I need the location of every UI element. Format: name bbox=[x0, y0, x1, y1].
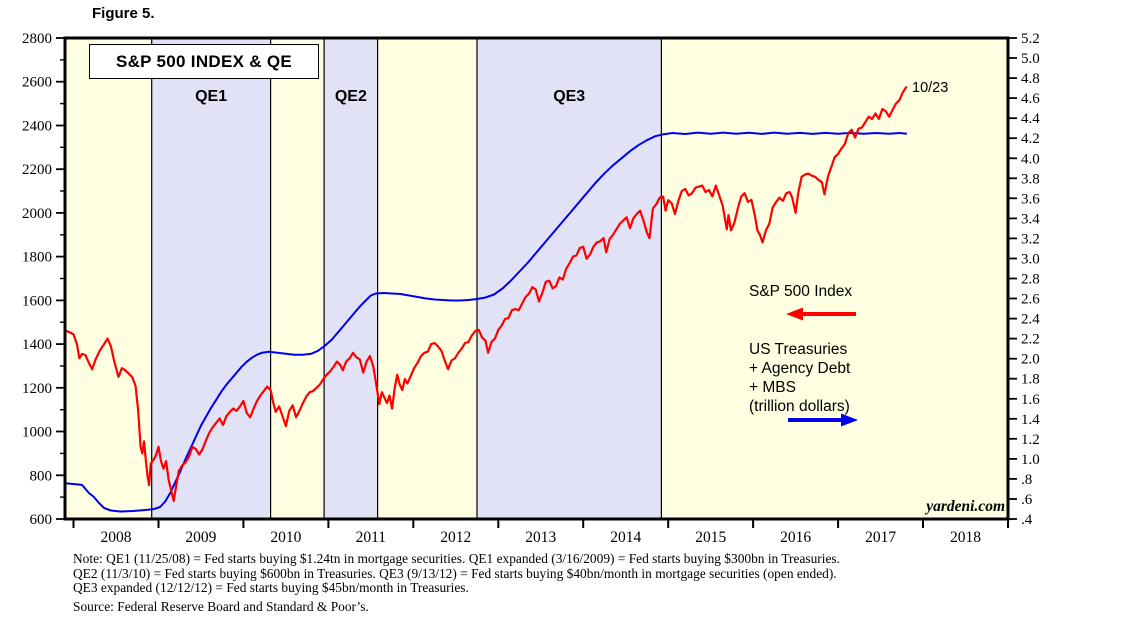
svg-text:1400: 1400 bbox=[22, 337, 52, 353]
svg-text:2400: 2400 bbox=[22, 118, 52, 134]
note-line-2: QE2 (11/3/10) = Fed starts buying $600bn… bbox=[73, 565, 837, 581]
legend-fed-line-4: (trillion dollars) bbox=[749, 398, 850, 415]
x-axis: 2008 2009 2010 2011 2012 2013 2014 2015 2016 2017… bbox=[72, 519, 1009, 546]
svg-text:3.0: 3.0 bbox=[1021, 251, 1040, 267]
svg-text:.6: .6 bbox=[1021, 492, 1033, 508]
svg-text:2200: 2200 bbox=[22, 162, 52, 178]
svg-text:4.6: 4.6 bbox=[1021, 91, 1040, 107]
qe-band-qe2 bbox=[323, 37, 379, 520]
svg-text:1.2: 1.2 bbox=[1021, 432, 1040, 448]
sp500-arrow-icon bbox=[786, 307, 856, 321]
svg-text:4.8: 4.8 bbox=[1021, 71, 1040, 87]
qe2-label: QE2 bbox=[334, 88, 367, 105]
svg-text:3.2: 3.2 bbox=[1021, 231, 1040, 247]
svg-text:2.2: 2.2 bbox=[1021, 332, 1040, 348]
svg-text:4.4: 4.4 bbox=[1021, 111, 1040, 127]
svg-text:2.0: 2.0 bbox=[1021, 352, 1040, 368]
svg-text:5.0: 5.0 bbox=[1021, 51, 1040, 67]
svg-text:2000: 2000 bbox=[22, 206, 52, 222]
svg-text:2018: 2018 bbox=[950, 529, 981, 546]
note-line-1: Note: QE1 (11/25/08) = Fed starts buying… bbox=[73, 551, 840, 566]
svg-text:2.8: 2.8 bbox=[1021, 272, 1040, 288]
series-sp500 bbox=[65, 86, 908, 502]
svg-text:5.2: 5.2 bbox=[1021, 31, 1040, 47]
legend-sp500-label: S&P 500 Index bbox=[749, 283, 853, 300]
svg-text:2017: 2017 bbox=[865, 529, 896, 546]
svg-text:2009: 2009 bbox=[185, 529, 216, 546]
svg-text:2008: 2008 bbox=[101, 529, 132, 546]
legend-fed-line-1: US Treasuries bbox=[749, 341, 848, 358]
svg-text:1.0: 1.0 bbox=[1021, 452, 1040, 468]
svg-text:800: 800 bbox=[30, 468, 53, 484]
svg-text:2.6: 2.6 bbox=[1021, 292, 1040, 308]
series-end-date-label: 10/23 bbox=[912, 80, 949, 96]
series-fed-holdings bbox=[65, 131, 908, 513]
figure-label: Figure 5. bbox=[92, 5, 155, 22]
svg-text:4.2: 4.2 bbox=[1021, 131, 1040, 147]
y-axis-right: .4 .6 .8 1.0 1.2 1.4 1.6 1.8 2.0 2.2 2.4 2.6 2.8 3.0 3… bbox=[1008, 31, 1040, 528]
note-source: Source: Federal Reserve Board and Standa… bbox=[73, 598, 369, 614]
qe-band-qe1 bbox=[151, 37, 272, 520]
svg-text:2012: 2012 bbox=[440, 529, 471, 546]
fed-arrow-icon bbox=[788, 413, 858, 427]
svg-text:1800: 1800 bbox=[22, 250, 52, 266]
svg-text:3.4: 3.4 bbox=[1021, 211, 1040, 227]
svg-text:.4: .4 bbox=[1021, 512, 1033, 528]
svg-text:600: 600 bbox=[30, 512, 53, 528]
svg-text:3.8: 3.8 bbox=[1021, 171, 1040, 187]
svg-text:2600: 2600 bbox=[22, 75, 52, 91]
y-axis-left: 600 800 1000 1200 1400 1600 1800 2000 2200 2400 26… bbox=[22, 31, 65, 528]
footnotes: Note: QE1 (11/25/08) = Fed starts buying… bbox=[73, 551, 840, 614]
qe-band-qe3 bbox=[476, 37, 662, 520]
svg-text:3.6: 3.6 bbox=[1021, 191, 1040, 207]
svg-text:1200: 1200 bbox=[22, 381, 52, 397]
svg-text:1.8: 1.8 bbox=[1021, 372, 1040, 388]
svg-text:1.4: 1.4 bbox=[1021, 412, 1040, 428]
legend-fed-line-2: + Agency Debt bbox=[749, 360, 851, 377]
svg-text:2800: 2800 bbox=[22, 31, 52, 47]
chart-title: S&P 500 INDEX & QE bbox=[89, 44, 319, 79]
svg-text:2016: 2016 bbox=[780, 529, 811, 546]
qe1-label: QE1 bbox=[195, 88, 228, 105]
svg-text:2011: 2011 bbox=[356, 529, 386, 546]
qe3-label: QE3 bbox=[553, 88, 586, 105]
svg-text:2015: 2015 bbox=[695, 529, 726, 546]
legend-fed-label: US Treasuries + Agency Debt + MBS (trill… bbox=[749, 340, 850, 416]
svg-text:2010: 2010 bbox=[270, 529, 301, 546]
svg-text:2.4: 2.4 bbox=[1021, 312, 1040, 328]
svg-text:1.6: 1.6 bbox=[1021, 392, 1040, 408]
yardeni-watermark: yardeni.com bbox=[926, 498, 1005, 515]
note-line-3: QE3 expanded (12/12/12) = Fed starts buy… bbox=[73, 580, 469, 596]
svg-text:4.0: 4.0 bbox=[1021, 151, 1040, 167]
svg-text:.8: .8 bbox=[1021, 472, 1032, 488]
svg-text:1000: 1000 bbox=[22, 425, 52, 441]
svg-text:1600: 1600 bbox=[22, 293, 52, 309]
legend-fed-line-3: + MBS bbox=[749, 379, 796, 396]
svg-text:2014: 2014 bbox=[610, 529, 641, 546]
svg-text:2013: 2013 bbox=[525, 529, 556, 546]
